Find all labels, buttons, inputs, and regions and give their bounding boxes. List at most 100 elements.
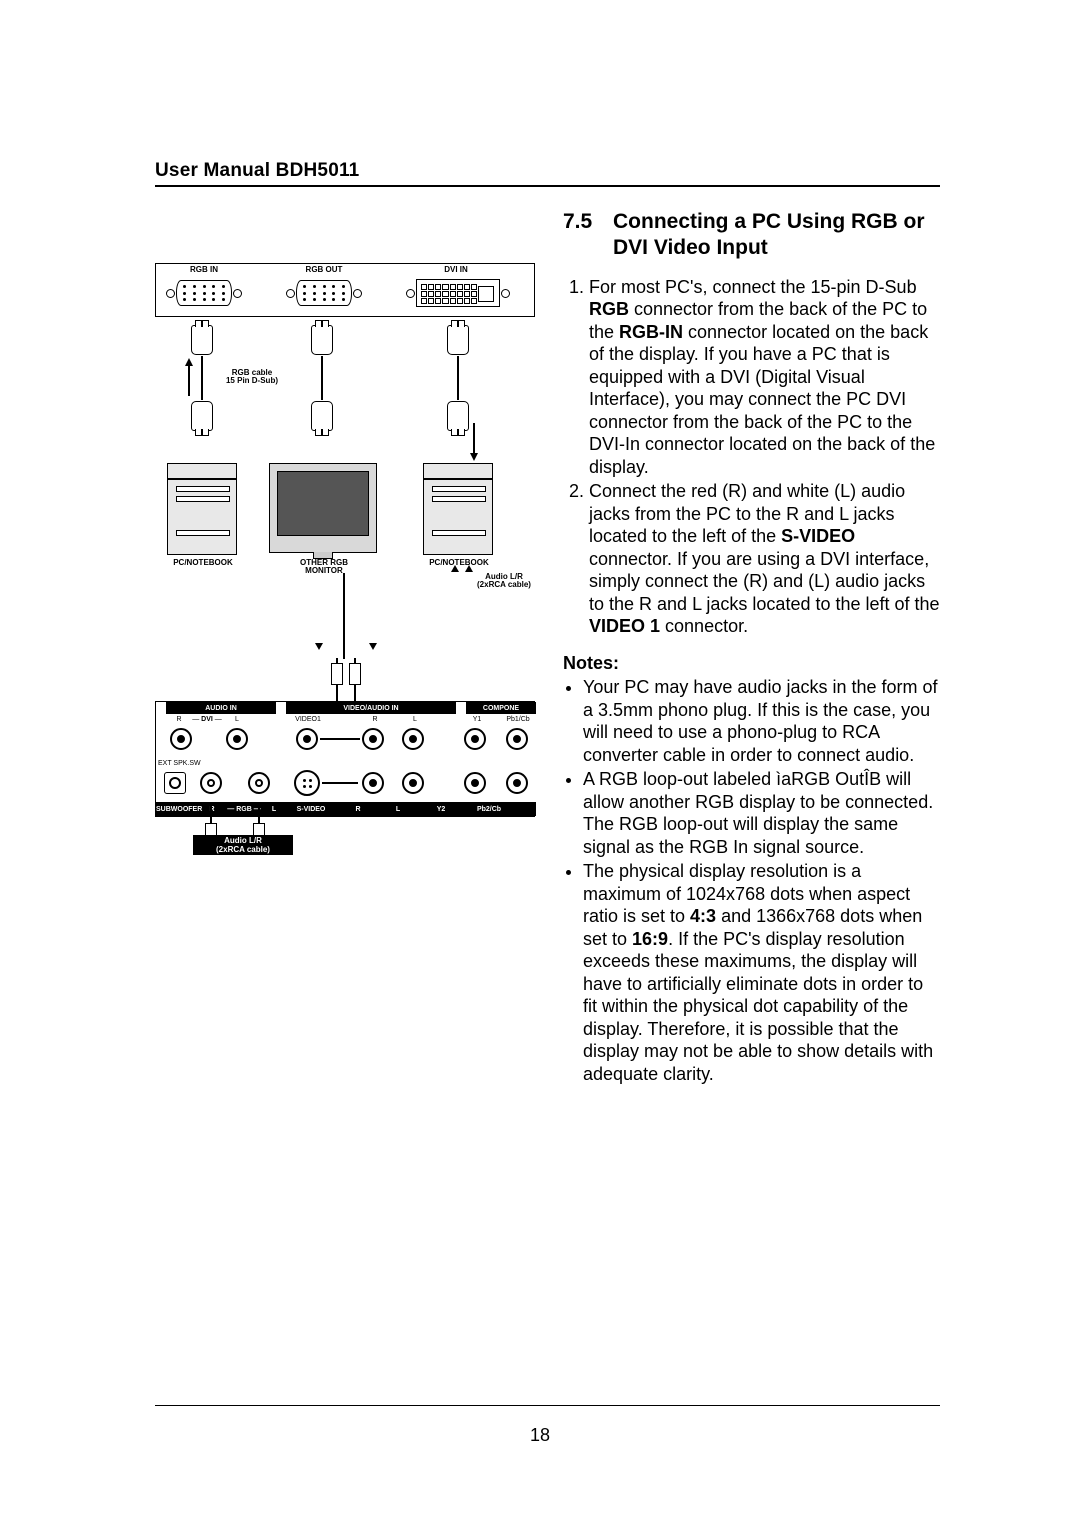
l-label: L (228, 716, 246, 723)
video-audio-in-bar: VIDEO/AUDIO IN (286, 702, 456, 714)
two-column-layout: RGB IN RGB OUT DVI IN (155, 209, 940, 1087)
rca-plug-icon (331, 663, 343, 685)
running-header: User Manual BDH5011 (155, 160, 940, 182)
step-text: connector located on the back of the dis… (589, 322, 935, 477)
pc-tower-icon (167, 479, 237, 555)
pc-notebook-label: PC/NOTEBOOK (415, 559, 503, 567)
step-text: connector. If you are using a DVI interf… (589, 549, 940, 614)
video1-label: VIDEO1 (288, 716, 328, 723)
other-monitor-label: OTHER RGB MONITOR (279, 559, 369, 576)
pb2-label: Pb2/Cb (464, 806, 514, 813)
text-column: 7.5 Connecting a PC Using RGB or DVI Vid… (563, 209, 940, 1087)
cable-line (343, 573, 345, 659)
dvi-in-label: DVI IN (426, 266, 486, 274)
section-title: Connecting a PC Using RGB or DVI Video I… (613, 209, 940, 262)
pc-tower-top-icon (167, 463, 237, 479)
plug-icon (311, 401, 333, 431)
r-label: R (338, 806, 378, 813)
plug-icon (191, 325, 213, 355)
note-text: A RGB loop-out labeled ìaRGB OutÎB will … (583, 769, 933, 857)
rca-jack-icon (226, 728, 248, 750)
l-label: L (378, 806, 418, 813)
svideo-jack-icon (294, 770, 320, 796)
note-item: Your PC may have audio jacks in the form… (583, 676, 940, 766)
y1-label: Y1 (466, 716, 488, 723)
rca-jack-icon (248, 772, 270, 794)
section-heading: 7.5 Connecting a PC Using RGB or DVI Vid… (563, 209, 940, 262)
footer-rule (155, 1405, 940, 1406)
bottom-label-bar: SUBWOOFER R — RGB — L S-VIDEO R L Y2 Pb2… (156, 802, 536, 816)
rca-jack-icon (170, 728, 192, 750)
plug-icon (311, 325, 333, 355)
ext-spk-label: EXT SPK.SW (158, 760, 218, 767)
page-number: 18 (0, 1425, 1080, 1446)
step-text: connector. (660, 616, 748, 636)
arrow-stem (188, 366, 190, 396)
l-label: L (406, 716, 424, 723)
note-text: . If the PC's display resolution exceeds… (583, 929, 933, 1084)
plug-icon (447, 325, 469, 355)
step-bold: VIDEO 1 (589, 616, 660, 636)
pc-notebook-label: PC/NOTEBOOK (159, 559, 247, 567)
rgb-in-port-icon (176, 280, 232, 306)
link-line (322, 782, 358, 784)
step-list: For most PC's, connect the 15-pin D-Sub … (563, 276, 940, 638)
display-back-panel: RGB IN RGB OUT DVI IN (155, 263, 535, 317)
r-label: R (170, 716, 188, 723)
rca-jack-icon (362, 772, 384, 794)
subwoofer-label: SUBWOOFER (156, 806, 200, 813)
rgb-out-label: RGB OUT (294, 266, 354, 274)
audio-in-bar: AUDIO IN (166, 702, 276, 714)
rca-jack-icon (296, 728, 318, 750)
notes-list: Your PC may have audio jacks in the form… (563, 676, 940, 1085)
dvi-in-port-icon (416, 279, 500, 307)
pc-tower-icon (423, 479, 493, 555)
rgb-out-port-icon (296, 280, 352, 306)
av-panel: AUDIO IN VIDEO/AUDIO IN COMPONE R — DVI … (155, 701, 535, 817)
arrow-up-icon (465, 565, 473, 572)
step-bold: S-VIDEO (781, 526, 855, 546)
arrow-down-icon (470, 453, 478, 461)
pc-tower-top-icon (423, 463, 493, 479)
l-label: L (264, 806, 284, 813)
audio-lr-boxed-label: Audio L/R (2xRCA cable) (193, 835, 293, 855)
connection-diagram: RGB IN RGB OUT DVI IN (155, 263, 537, 853)
y2-label: Y2 (418, 806, 464, 813)
r-label: R (200, 806, 224, 813)
rca-jack-icon (402, 728, 424, 750)
arrow-down-icon (369, 643, 377, 650)
rgb-cable-label: RGB cable 15 Pin D-Sub) (207, 369, 297, 386)
rca-jack-icon (464, 772, 486, 794)
rca-jack-icon (506, 772, 528, 794)
page: User Manual BDH5011 RGB IN RGB OUT DVI I… (0, 0, 1080, 1528)
section-number: 7.5 (563, 209, 613, 262)
rgb-in-label: RGB IN (174, 266, 234, 274)
arrow-up-icon (185, 358, 193, 366)
rca-jack-icon (362, 728, 384, 750)
header-rule (155, 185, 940, 187)
note-item: A RGB loop-out labeled ìaRGB OutÎB will … (583, 768, 940, 858)
monitor-icon (269, 463, 377, 553)
figure-column: RGB IN RGB OUT DVI IN (155, 209, 537, 1087)
step-text: Connect the red (R) and white (L) audio … (589, 481, 905, 546)
link-line (320, 738, 360, 740)
r-label: R (366, 716, 384, 723)
note-bold: 4:3 (690, 906, 716, 926)
note-item: The physical display resolution is a max… (583, 860, 940, 1085)
step-item: Connect the red (R) and white (L) audio … (589, 480, 940, 638)
arrow-stem (473, 423, 475, 453)
step-bold: RGB-IN (619, 322, 683, 342)
ext-spk-icon (164, 772, 186, 794)
step-text: For most PC's, connect the 15-pin D-Sub (589, 277, 917, 297)
rca-jack-icon (200, 772, 222, 794)
audio-lr-label: Audio L/R (2xRCA cable) (469, 573, 539, 590)
dvi-label: DVI (201, 716, 213, 723)
componen-bar: COMPONE (466, 702, 536, 714)
rca-jack-icon (464, 728, 486, 750)
rgb-label: RGB (236, 806, 252, 813)
note-bold: 16:9 (632, 929, 668, 949)
notes-heading: Notes: (563, 652, 940, 675)
rca-plug-icon (349, 663, 361, 685)
pb1-label: Pb1/Cb (500, 716, 536, 723)
rca-jack-icon (402, 772, 424, 794)
